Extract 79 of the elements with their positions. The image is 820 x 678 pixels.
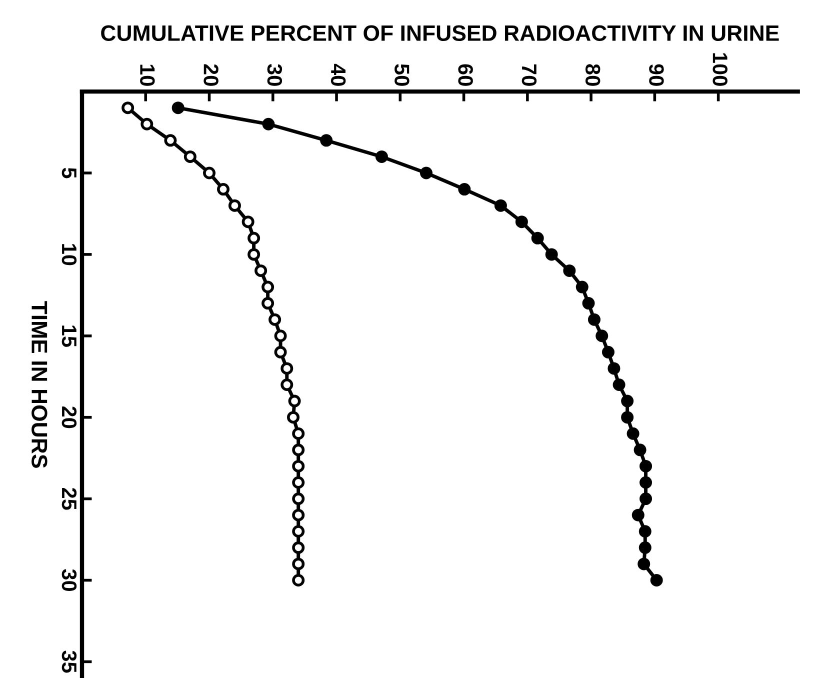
point	[122, 102, 134, 114]
point	[576, 280, 588, 294]
point	[612, 378, 626, 392]
point	[274, 330, 287, 342]
x-axis-title: CUMULATIVE PERCENT OF INFUSED RADIOACTIVITY IN URINE	[101, 25, 779, 42]
y-tick-label: 25	[62, 488, 77, 510]
point	[217, 183, 230, 196]
x-tick-label: 30	[267, 64, 282, 86]
point	[320, 134, 333, 147]
x-tick-label: 10	[140, 64, 155, 86]
x-tick-label: 60	[458, 64, 473, 86]
point	[632, 508, 644, 522]
point	[292, 508, 305, 522]
point	[140, 118, 154, 130]
y-axis-title: TIME IN HOURS	[32, 301, 48, 468]
point	[563, 264, 576, 277]
point	[292, 476, 305, 489]
point	[458, 183, 471, 196]
point	[292, 541, 305, 554]
x-tick-label: 80	[585, 64, 600, 86]
point	[638, 558, 650, 570]
point	[588, 313, 600, 326]
point	[494, 199, 507, 212]
point	[228, 199, 241, 212]
point	[274, 346, 287, 358]
y-tick-label: 10	[62, 244, 77, 266]
point	[375, 150, 388, 163]
point	[262, 297, 274, 310]
point	[582, 297, 595, 310]
point	[596, 330, 608, 342]
point	[420, 166, 432, 180]
point	[164, 134, 177, 147]
point	[287, 411, 300, 424]
point	[292, 558, 305, 570]
y-tick-label: 5	[62, 168, 76, 178]
point	[268, 313, 282, 326]
point	[292, 574, 305, 587]
point	[292, 525, 305, 538]
point	[203, 166, 216, 180]
x-tick-label: 40	[330, 64, 346, 86]
point	[248, 248, 260, 261]
point	[621, 394, 634, 408]
point	[292, 460, 305, 472]
point	[292, 492, 305, 506]
point	[638, 525, 652, 538]
y-tick-label: 35	[62, 650, 77, 673]
point	[608, 362, 620, 375]
y-tick-label: 20	[62, 406, 77, 428]
point	[262, 280, 274, 294]
x-tick-label: 20	[204, 64, 218, 86]
x-tick-label: 70	[522, 64, 537, 86]
y-tick-label: 15	[62, 326, 76, 347]
point	[172, 102, 184, 114]
point	[280, 362, 294, 375]
point	[602, 346, 614, 358]
point	[292, 444, 305, 456]
point	[650, 574, 663, 587]
point	[254, 264, 268, 277]
point	[640, 476, 652, 489]
point	[280, 378, 294, 392]
y-tick-label: 30	[62, 569, 77, 591]
point	[545, 248, 558, 261]
point	[640, 460, 652, 472]
x-tick-label: 100	[712, 53, 728, 86]
point	[626, 427, 640, 440]
point	[242, 216, 254, 228]
point	[634, 444, 646, 456]
point	[184, 150, 196, 163]
point	[262, 118, 275, 130]
point	[248, 232, 260, 244]
point	[292, 427, 305, 440]
point	[288, 394, 301, 408]
x-tick-label: 90	[649, 64, 664, 86]
point	[640, 492, 652, 506]
x-tick-label: 50	[394, 64, 410, 86]
point	[621, 411, 634, 424]
point	[531, 232, 544, 244]
point	[515, 216, 528, 228]
point	[638, 541, 652, 554]
